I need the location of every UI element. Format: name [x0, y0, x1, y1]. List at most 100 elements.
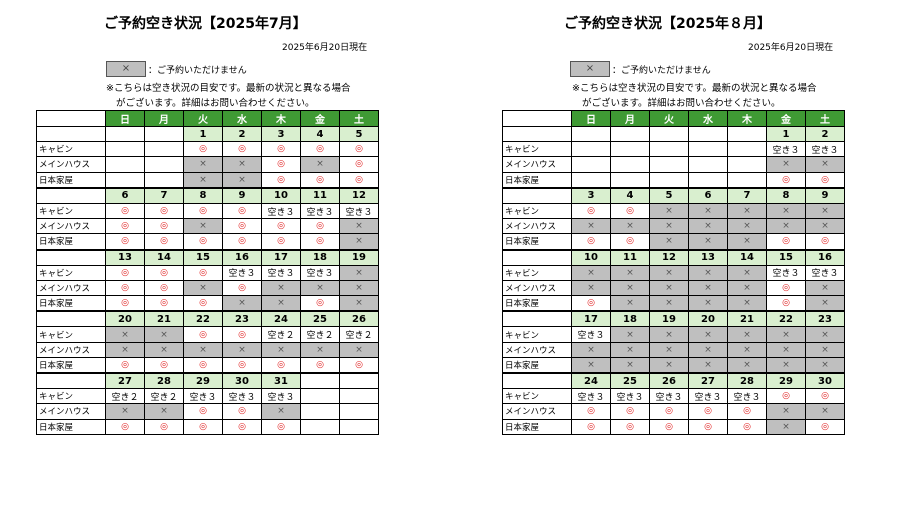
date-cell: 23 [805, 310, 845, 328]
availability-cell: ◎ [261, 418, 301, 435]
availability-cell: 空き３ [300, 264, 340, 281]
availability-cell: 空き３ [222, 264, 262, 281]
availability-cell: ◎ [805, 233, 845, 250]
availability-cell: 空き３ [805, 141, 845, 158]
date-cell: 12 [339, 186, 379, 204]
availability-cell: × [766, 418, 806, 435]
availability-cell [571, 171, 611, 189]
availability-cell: ◎ [766, 233, 806, 250]
availability-cell: ◎ [105, 233, 145, 250]
availability-cell: × [222, 156, 262, 173]
availability-cell: 空き２ [339, 326, 379, 343]
availability-cell [339, 403, 379, 420]
room-label: 日本家屋 [36, 418, 106, 435]
date-cell: 1 [183, 125, 223, 143]
availability-cell: ◎ [183, 233, 223, 250]
availability-cell: ◎ [766, 295, 806, 312]
weekday-header-row: 日月火水木金土 [502, 110, 845, 127]
august-calendar-table: 日月火水木金土 1 2 キャビン 空き３ 空き３ メインハウス × × 日本家屋 ◎ ◎ 3 4 5 6 7 8 9… [502, 110, 845, 435]
availability-cell: ◎ [144, 218, 184, 235]
july-legend-swatch: × [106, 61, 146, 77]
availability-cell: ◎ [183, 264, 223, 281]
room-row: キャビン ◎ ◎ ◎ 空き３ 空き３ 空き３ × [36, 264, 379, 281]
availability-cell: × [610, 264, 650, 281]
availability-cell: × [649, 356, 689, 374]
room-row: 日本家屋 × × ◎ ◎ ◎ [36, 171, 379, 189]
room-row: キャビン 空き２ 空き２ 空き３ 空き３ 空き３ [36, 388, 379, 405]
availability-cell: × [649, 341, 689, 358]
room-label: メインハウス [502, 341, 572, 358]
availability-cell: × [727, 295, 767, 312]
availability-cell: × [766, 156, 806, 173]
availability-cell: 空き２ [144, 388, 184, 405]
availability-cell [688, 171, 728, 189]
date-cell: 30 [222, 372, 262, 390]
availability-cell: × [144, 341, 184, 358]
room-label: メインハウス [502, 403, 572, 420]
availability-cell: ◎ [222, 141, 262, 158]
availability-cell: ◎ [222, 202, 262, 220]
availability-cell: ◎ [805, 388, 845, 405]
availability-cell: ◎ [805, 418, 845, 435]
availability-cell: ◎ [183, 141, 223, 158]
availability-cell: × [649, 218, 689, 235]
july-as-of-date: 2025年6月20日現在 [282, 43, 368, 53]
availability-cell: 空き３ [222, 388, 262, 405]
date-cell: 5 [339, 125, 379, 143]
room-row: メインハウス × × × × × × × [502, 218, 845, 235]
date-cell: 16 [222, 248, 262, 266]
availability-cell: ◎ [339, 171, 379, 189]
date-cell: 24 [261, 310, 301, 328]
availability-cell: ◎ [105, 418, 145, 435]
availability-cell: ◎ [688, 403, 728, 420]
date-cell: 5 [649, 186, 689, 204]
room-label: メインハウス [36, 156, 106, 173]
availability-cell: ◎ [261, 141, 301, 158]
availability-cell: ◎ [144, 295, 184, 312]
availability-cell: × [766, 202, 806, 220]
room-label: 日本家屋 [502, 295, 572, 312]
availability-cell: 空き３ [571, 326, 611, 343]
availability-cell: ◎ [183, 295, 223, 312]
availability-cell: ◎ [261, 156, 301, 173]
availability-cell: × [610, 356, 650, 374]
weekday-header: 木 [727, 110, 767, 127]
availability-cell: ◎ [766, 279, 806, 297]
date-cell: 9 [805, 186, 845, 204]
availability-cell: × [571, 341, 611, 358]
availability-cell: × [688, 356, 728, 374]
room-label: メインハウス [502, 218, 572, 235]
availability-cell: × [610, 218, 650, 235]
weekday-header: 金 [766, 110, 806, 127]
availability-cell: ◎ [222, 218, 262, 235]
date-cell [649, 125, 689, 143]
date-cell: 10 [261, 186, 301, 204]
availability-cell: × [261, 403, 301, 420]
availability-cell: × [727, 233, 767, 250]
availability-cell: 空き３ [261, 388, 301, 405]
availability-cell: ◎ [610, 403, 650, 420]
availability-cell: ◎ [766, 171, 806, 189]
availability-cell: × [649, 326, 689, 343]
availability-cell: ◎ [144, 264, 184, 281]
availability-cell: ◎ [610, 418, 650, 435]
date-row: 27 28 29 30 31 [36, 372, 379, 390]
room-label: メインハウス [36, 403, 106, 420]
date-cell: 2 [805, 125, 845, 143]
date-row-label [502, 186, 572, 204]
availability-cell: ◎ [261, 356, 301, 374]
availability-cell: ◎ [261, 171, 301, 189]
availability-cell: × [727, 356, 767, 374]
room-label: 日本家屋 [36, 356, 106, 374]
room-row: メインハウス ◎ ◎ × ◎ ◎ ◎ × [36, 218, 379, 235]
availability-cell: × [688, 202, 728, 220]
date-cell: 8 [183, 186, 223, 204]
date-cell [610, 125, 650, 143]
date-cell: 27 [105, 372, 145, 390]
availability-cell: ◎ [610, 202, 650, 220]
availability-cell: ◎ [105, 202, 145, 220]
availability-cell: ◎ [727, 418, 767, 435]
room-row: メインハウス × × × × × × × [36, 341, 379, 358]
date-cell [300, 372, 340, 390]
